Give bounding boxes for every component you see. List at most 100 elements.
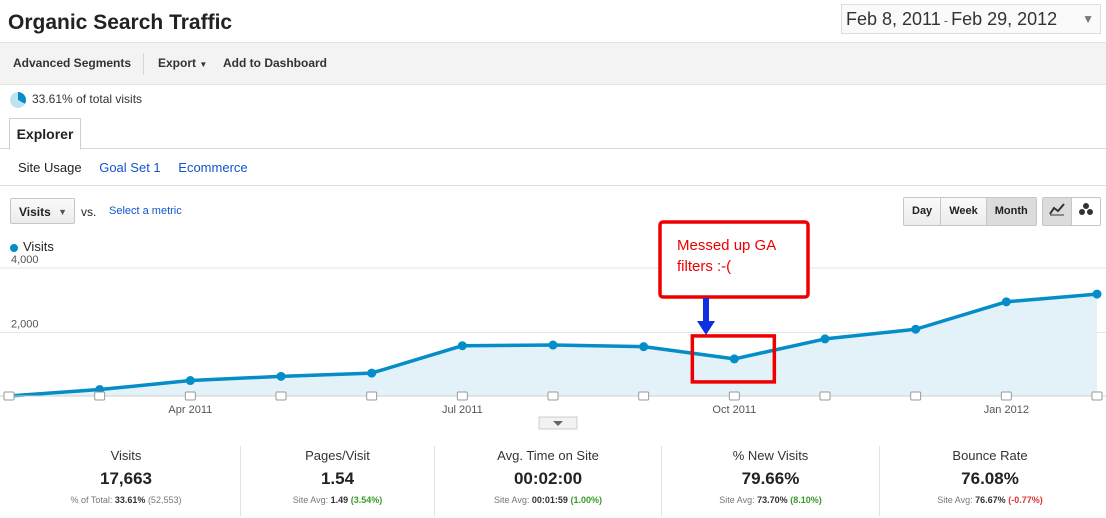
metric-select-value: Visits xyxy=(19,205,51,219)
x-tick-label: Jul 2011 xyxy=(442,404,483,416)
caret-down-icon xyxy=(553,421,563,426)
scorecard[interactable]: Visits 17,663 % of Total: 33.61% (52,553) xyxy=(12,446,240,518)
data-point xyxy=(276,371,286,381)
tab-explorer[interactable]: Explorer xyxy=(9,118,81,150)
scorecard-label: Visits xyxy=(110,448,142,463)
toolbar-divider xyxy=(143,53,144,75)
data-point xyxy=(639,342,649,352)
y-tick-label: 2,000 xyxy=(11,319,39,331)
y-tick-label: 4,000 xyxy=(11,254,39,266)
annotation-marker-icon xyxy=(638,391,650,401)
period-week-button[interactable]: Week xyxy=(941,198,987,225)
arrow-down-icon xyxy=(697,321,715,335)
scorecard-label: Pages/Visit xyxy=(305,448,370,463)
period-selector: Day Week Month xyxy=(903,197,1037,226)
annotation-text: filters :-( xyxy=(677,258,731,275)
annotation-marker-icon xyxy=(184,391,196,401)
x-tick-label: Oct 2011 xyxy=(712,404,756,416)
data-point xyxy=(185,376,195,386)
scorecard-divider xyxy=(879,446,880,516)
scorecard-value: 1.54 xyxy=(320,469,355,488)
scorecard-value: 17,663 xyxy=(100,469,152,488)
annotation-marker-icon xyxy=(819,391,831,401)
data-point xyxy=(729,354,739,364)
export-button[interactable]: Export ▼ xyxy=(158,56,207,70)
scorecard-label: Bounce Rate xyxy=(952,448,1028,463)
scorecard-label: % New Visits xyxy=(732,448,809,463)
scorecard-compare: Site Avg: 00:01:59 (1.00%) xyxy=(494,495,602,505)
data-point xyxy=(367,368,377,378)
annotation-marker-icon xyxy=(547,391,559,401)
annotation-marker-icon xyxy=(1000,391,1012,401)
annotation-marker-icon xyxy=(1091,391,1103,401)
highlight-box xyxy=(690,334,777,384)
segment-percent-text: 33.61% of total visits xyxy=(32,92,143,107)
date-range-picker[interactable]: Feb 8, 2011- Feb 29, 2012 ▼ xyxy=(841,4,1101,34)
scorecard-value: 79.66% xyxy=(741,469,800,488)
add-to-dashboard-button[interactable]: Add to Dashboard xyxy=(223,56,327,70)
scorecard-divider xyxy=(661,446,662,516)
subtab-goal-set-1[interactable]: Goal Set 1 xyxy=(99,160,161,175)
line-chart-icon[interactable] xyxy=(1043,198,1072,225)
scorecard-compare: Site Avg: 73.70% (8.10%) xyxy=(719,495,822,505)
date-start: Feb 8, 2011 xyxy=(846,9,941,29)
page-title: Organic Search Traffic xyxy=(8,11,233,34)
annotation-marker-icon xyxy=(3,391,15,401)
annotation-callout xyxy=(658,220,810,299)
scorecard-divider xyxy=(240,446,241,516)
segment-summary: 33.61% of total visits xyxy=(10,92,142,108)
subtab-ecommerce[interactable]: Ecommerce xyxy=(178,160,248,175)
scorecard[interactable]: Avg. Time on Site 00:02:00 Site Avg: 00:01… xyxy=(435,446,661,518)
legend-label: Visits xyxy=(23,239,54,254)
select-metric-link[interactable]: Select a metric xyxy=(109,205,182,217)
date-end: Feb 29, 2012 xyxy=(951,9,1058,29)
caret-down-icon: ▼ xyxy=(199,60,208,69)
legend-swatch xyxy=(10,243,18,252)
chevron-down-icon: ▼ xyxy=(1082,12,1094,26)
annotation-marker-icon xyxy=(94,391,106,401)
annotation-marker-icon xyxy=(366,391,378,401)
scorecard-label: Avg. Time on Site xyxy=(497,448,599,463)
metric-select[interactable]: Visits ▼ xyxy=(10,198,75,224)
chart-type-selector xyxy=(1042,197,1101,226)
subtab-site-usage[interactable]: Site Usage xyxy=(18,160,82,175)
period-month-button[interactable]: Month xyxy=(986,198,1036,225)
tab-divider xyxy=(0,148,1106,149)
scorecard-compare: % of Total: 33.61% (52,553) xyxy=(70,495,182,505)
date-separator: - xyxy=(943,13,949,28)
scorecard[interactable]: Bounce Rate 76.08% Site Avg: 76.67% (-0.77… xyxy=(880,446,1100,518)
data-point xyxy=(1001,297,1011,307)
motion-chart-icon[interactable] xyxy=(1072,198,1100,225)
x-tick-label: Jan 2012 xyxy=(984,404,1029,416)
chevron-down-icon: ▼ xyxy=(58,207,67,217)
export-label: Export xyxy=(158,56,197,70)
scorecard[interactable]: Pages/Visit 1.54 Site Avg: 1.49 (3.54%) xyxy=(241,446,434,518)
data-point xyxy=(911,324,921,334)
advanced-segments-button[interactable]: Advanced Segments xyxy=(13,56,132,70)
annotation-marker-icon xyxy=(910,391,922,401)
scorecard-value: 00:02:00 xyxy=(513,469,583,488)
annotation-text: Messed up GA xyxy=(677,237,776,254)
scorecard-divider xyxy=(434,446,435,516)
scorecard-value: 76.08% xyxy=(961,469,1019,488)
annotation-marker-icon xyxy=(456,391,468,401)
data-point xyxy=(457,341,467,351)
data-point xyxy=(1092,289,1102,299)
scorecard-compare: Site Avg: 1.49 (3.54%) xyxy=(292,495,383,505)
scorecards: Visits 17,663 % of Total: 33.61% (52,553) P… xyxy=(0,446,1106,518)
scorecard-compare: Site Avg: 76.67% (-0.77%) xyxy=(937,495,1043,505)
visits-chart: 4,000 2,000 Apr 2011 Jul 2011 Oct 2011 Jan 20… xyxy=(0,220,1106,430)
annotation-marker-icon xyxy=(728,391,740,401)
chart-legend: Visits xyxy=(10,239,54,254)
section-divider xyxy=(0,185,1106,186)
annotation-marker-icon xyxy=(275,391,287,401)
x-tick-label: Apr 2011 xyxy=(168,404,212,416)
scorecard[interactable]: % New Visits 79.66% Site Avg: 73.70% (8.10… xyxy=(662,446,879,518)
data-point xyxy=(820,334,830,344)
vs-label: vs. xyxy=(81,205,97,219)
data-point xyxy=(548,340,558,350)
toolbar: Advanced Segments Export ▼ Add to Dashbo… xyxy=(0,42,1106,85)
pie-icon xyxy=(10,92,26,108)
period-day-button[interactable]: Day xyxy=(904,198,942,225)
subtab-bar: Site Usage Goal Set 1 Ecommerce xyxy=(18,160,262,175)
